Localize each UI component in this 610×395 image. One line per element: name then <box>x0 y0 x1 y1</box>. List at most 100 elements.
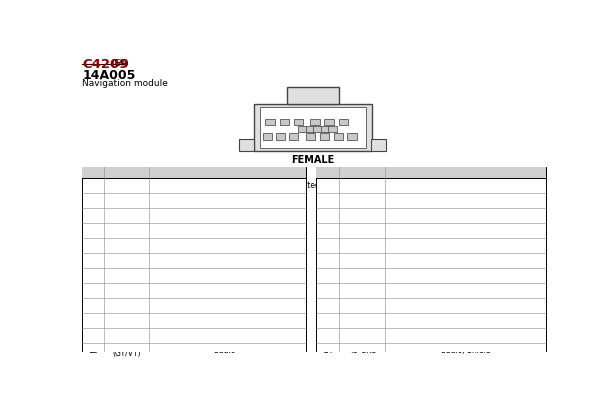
Text: video R: video R <box>214 286 242 295</box>
Bar <box>317 167 546 359</box>
Text: –: – <box>125 256 129 265</box>
Text: 8-GK23: 8-GK23 <box>348 209 376 218</box>
Text: (GY/BK): (GY/BK) <box>112 199 142 208</box>
Text: Navigation module: Navigation module <box>82 79 168 88</box>
Text: (WH/GN): (WH/GN) <box>345 199 379 208</box>
Text: 8: 8 <box>91 286 96 295</box>
Text: 4-GK8: 4-GK8 <box>115 239 138 248</box>
Bar <box>265 119 275 125</box>
Text: Microphone –: Microphone – <box>440 271 491 280</box>
Text: 12: 12 <box>267 111 273 117</box>
Text: 30-GK8A: 30-GK8A <box>110 179 143 188</box>
Text: 5: 5 <box>91 241 96 250</box>
Text: 21: 21 <box>323 301 332 310</box>
Text: not used: not used <box>211 211 245 220</box>
Text: –: – <box>361 256 364 265</box>
Text: 10-GK25: 10-GK25 <box>346 299 379 308</box>
Text: Circuit function: Circuit function <box>428 168 503 177</box>
Text: 5-EG17: 5-EG17 <box>348 224 376 233</box>
Text: 2: 2 <box>328 111 331 117</box>
Text: 14A005: 14A005 <box>82 69 136 82</box>
Bar <box>239 139 254 151</box>
Text: 4: 4 <box>91 226 96 235</box>
Text: 4-EG17: 4-EG17 <box>113 224 141 233</box>
Bar <box>328 126 337 132</box>
Text: 12: 12 <box>88 346 98 356</box>
Text: 20: 20 <box>307 141 314 147</box>
Bar <box>371 139 386 151</box>
Bar <box>276 134 285 139</box>
Text: 14: 14 <box>336 141 342 147</box>
Bar <box>82 167 306 359</box>
Bar <box>279 119 289 125</box>
Text: Circuit: Circuit <box>111 168 143 177</box>
Text: 20: 20 <box>323 286 332 295</box>
Text: audio, Shield: audio, Shield <box>440 346 490 356</box>
Bar <box>325 119 334 125</box>
Text: video B: video B <box>214 301 242 310</box>
Text: 13: 13 <box>323 181 332 190</box>
Text: CAN Bus +: CAN Bus + <box>207 241 248 250</box>
Text: 22: 22 <box>323 316 332 325</box>
Bar <box>334 134 343 139</box>
Text: 17: 17 <box>323 241 332 250</box>
Text: 48-GK8: 48-GK8 <box>348 346 376 356</box>
Text: (WH/BU): (WH/BU) <box>110 334 143 343</box>
Text: Pin: Pin <box>85 168 101 177</box>
Text: 9-GK35A (BN): 9-GK35A (BN) <box>100 316 153 325</box>
Text: 14: 14 <box>323 196 332 205</box>
Text: CAN Bus –: CAN Bus – <box>446 241 485 250</box>
Text: 10-GK26: 10-GK26 <box>110 299 143 308</box>
Text: Pin: Pin <box>320 168 336 177</box>
Text: 7: 7 <box>91 271 96 280</box>
Text: vehicle speed signal: vehicle speed signal <box>426 196 504 205</box>
Bar <box>254 103 371 151</box>
Text: 1-GK18: 1-GK18 <box>113 329 141 338</box>
Bar <box>310 119 320 125</box>
Bar <box>320 134 329 139</box>
Bar <box>294 119 303 125</box>
Text: Voltage supplied at all times (overload protected): Voltage supplied at all times (overload … <box>132 181 323 190</box>
Text: Accessory delay, Power, signal: Accessory delay, Power, signal <box>169 196 287 205</box>
Text: FEMALE: FEMALE <box>291 155 334 166</box>
Bar <box>306 134 315 139</box>
Text: Clock: Clock <box>455 211 476 220</box>
Text: 10-GK8: 10-GK8 <box>113 194 141 203</box>
Text: 31-GK6: 31-GK6 <box>348 329 376 338</box>
Text: 8: 8 <box>297 111 300 117</box>
Text: audio –: audio – <box>214 346 242 356</box>
Bar <box>82 167 306 178</box>
Text: Microphone +: Microphone + <box>201 271 254 280</box>
Text: Standard Corporate Protocol (SCP) data +: Standard Corporate Protocol (SCP) data + <box>148 226 308 235</box>
Text: 1: 1 <box>91 181 96 190</box>
Text: 24: 24 <box>323 346 332 356</box>
Text: (GY): (GY) <box>112 58 129 68</box>
Text: not used: not used <box>211 256 245 265</box>
Text: 13: 13 <box>349 141 355 147</box>
Text: 9-MC8: 9-MC8 <box>350 269 375 278</box>
Bar <box>339 119 348 125</box>
Text: 18: 18 <box>323 256 332 265</box>
Text: video, signal: video, signal <box>441 316 490 325</box>
Text: (BU/YE): (BU/YE) <box>348 244 376 253</box>
Text: Standard Corporate Protocol (SCP) data –: Standard Corporate Protocol (SCP) data – <box>386 226 545 235</box>
Text: (RD): (RD) <box>118 289 135 298</box>
Text: audio +: audio + <box>213 331 243 340</box>
Text: 24: 24 <box>265 141 271 147</box>
Text: (BU/YE): (BU/YE) <box>348 229 376 238</box>
Bar <box>298 126 306 132</box>
Text: (RD/BK): (RD/BK) <box>112 184 142 193</box>
Text: (BK/OG): (BK/OG) <box>347 334 378 343</box>
Text: 2-GK18: 2-GK18 <box>113 344 141 353</box>
Text: 23: 23 <box>323 331 332 340</box>
Text: Ground: Ground <box>451 181 479 190</box>
Text: 21: 21 <box>290 141 297 147</box>
Text: 10: 10 <box>88 316 98 325</box>
Text: (BN/RD): (BN/RD) <box>347 274 378 283</box>
Bar <box>289 134 298 139</box>
Bar <box>263 134 273 139</box>
Text: (BK/RD): (BK/RD) <box>347 184 377 193</box>
Text: 2: 2 <box>91 196 96 205</box>
Text: 15: 15 <box>323 211 332 220</box>
Text: (OG): (OG) <box>353 304 371 313</box>
